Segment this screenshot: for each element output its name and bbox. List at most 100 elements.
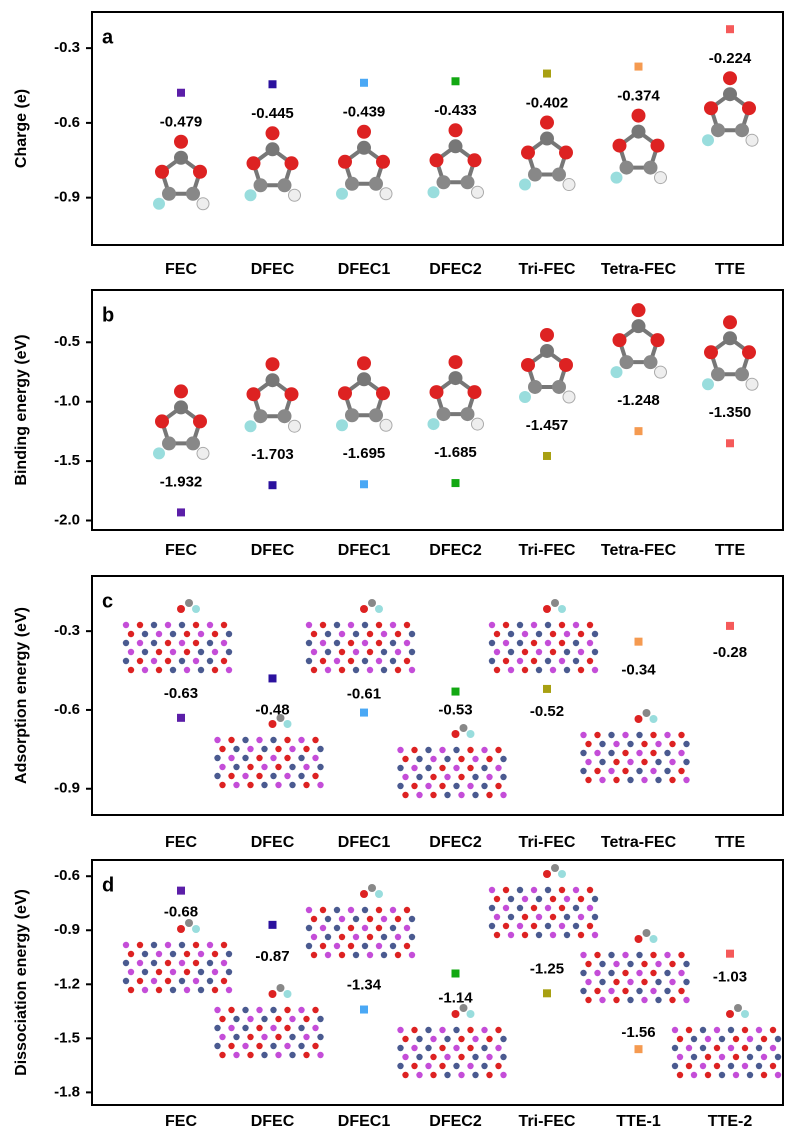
- atom: [453, 747, 459, 753]
- atom: [298, 1025, 304, 1031]
- atom: [197, 447, 209, 459]
- atom: [226, 951, 232, 957]
- atom: [627, 777, 633, 783]
- y-tick-label: -1.5: [54, 452, 80, 469]
- atom: [303, 1052, 309, 1058]
- atom: [381, 934, 387, 940]
- atom: [170, 969, 176, 975]
- atom: [221, 622, 227, 628]
- atom: [165, 960, 171, 966]
- atom: [402, 792, 408, 798]
- atom: [558, 605, 566, 613]
- atom: [578, 649, 584, 655]
- atom: [298, 1007, 304, 1013]
- atom: [247, 1016, 253, 1022]
- atom: [734, 1004, 742, 1012]
- atom: [536, 932, 542, 938]
- atom: [397, 1063, 403, 1069]
- atom: [256, 755, 262, 761]
- atom: [179, 640, 185, 646]
- atom: [573, 923, 579, 929]
- atom: [162, 187, 176, 201]
- atom: [728, 1045, 734, 1051]
- atom: [416, 1054, 422, 1060]
- atom: [735, 367, 749, 381]
- atom: [545, 887, 551, 893]
- value-label: -0.224: [709, 50, 752, 67]
- atom: [242, 755, 248, 761]
- atom: [214, 737, 220, 743]
- atom: [705, 1072, 711, 1078]
- atom: [775, 1072, 781, 1078]
- atom: [458, 1036, 464, 1042]
- atom: [193, 165, 207, 179]
- atom: [214, 1043, 220, 1049]
- atom: [494, 667, 500, 673]
- atom: [700, 1045, 706, 1051]
- atom: [655, 997, 661, 1003]
- x-tick-label: Tetra-FEC: [601, 261, 677, 278]
- atom: [277, 714, 285, 722]
- atom: [177, 605, 185, 613]
- atom: [608, 732, 614, 738]
- surface-slab: [580, 929, 689, 1003]
- atom: [381, 952, 387, 958]
- molecule: [336, 356, 392, 431]
- atom: [550, 896, 556, 902]
- atom: [428, 418, 440, 430]
- atom: [402, 756, 408, 762]
- atom: [325, 952, 331, 958]
- x-tick-label: Tetra-FEC: [601, 834, 677, 851]
- atom: [137, 622, 143, 628]
- point: [177, 887, 185, 895]
- atom: [233, 1052, 239, 1058]
- point: [635, 638, 643, 646]
- atom: [632, 109, 646, 123]
- atom: [508, 932, 514, 938]
- point: [543, 685, 551, 693]
- x-tick-label: Tri-FEC: [519, 261, 576, 278]
- atom: [151, 622, 157, 628]
- atom: [545, 622, 551, 628]
- atom: [184, 631, 190, 637]
- atom: [312, 1043, 318, 1049]
- atom: [338, 386, 352, 400]
- atom: [608, 988, 614, 994]
- y-tick-label: -0.9: [54, 921, 80, 938]
- atom: [467, 1063, 473, 1069]
- atom: [123, 640, 129, 646]
- atom: [137, 640, 143, 646]
- atom: [517, 658, 523, 664]
- atom: [254, 178, 268, 192]
- value-label: -0.53: [438, 702, 472, 719]
- atom: [472, 1036, 478, 1042]
- point: [360, 709, 368, 717]
- atom: [289, 1052, 295, 1058]
- atom: [404, 622, 410, 628]
- atom: [543, 605, 551, 613]
- y-axis-label: Binding energy (eV): [13, 334, 30, 485]
- atom: [289, 746, 295, 752]
- atom: [185, 919, 193, 927]
- atom: [439, 765, 445, 771]
- surface-slab: [123, 599, 232, 673]
- atom: [306, 640, 312, 646]
- atom: [303, 1016, 309, 1022]
- atom: [245, 189, 257, 201]
- atom: [452, 730, 460, 738]
- value-label: -1.14: [438, 989, 473, 1006]
- atom: [580, 988, 586, 994]
- atom: [489, 887, 495, 893]
- atom: [362, 943, 368, 949]
- atom: [179, 978, 185, 984]
- x-tick-label: Tri-FEC: [519, 542, 576, 559]
- molecule: [611, 109, 667, 184]
- atom: [270, 737, 276, 743]
- atom: [678, 768, 684, 774]
- atom: [587, 923, 593, 929]
- atom: [650, 970, 656, 976]
- atom: [775, 1054, 781, 1060]
- atom: [311, 649, 317, 655]
- atom: [142, 649, 148, 655]
- atom: [711, 367, 725, 381]
